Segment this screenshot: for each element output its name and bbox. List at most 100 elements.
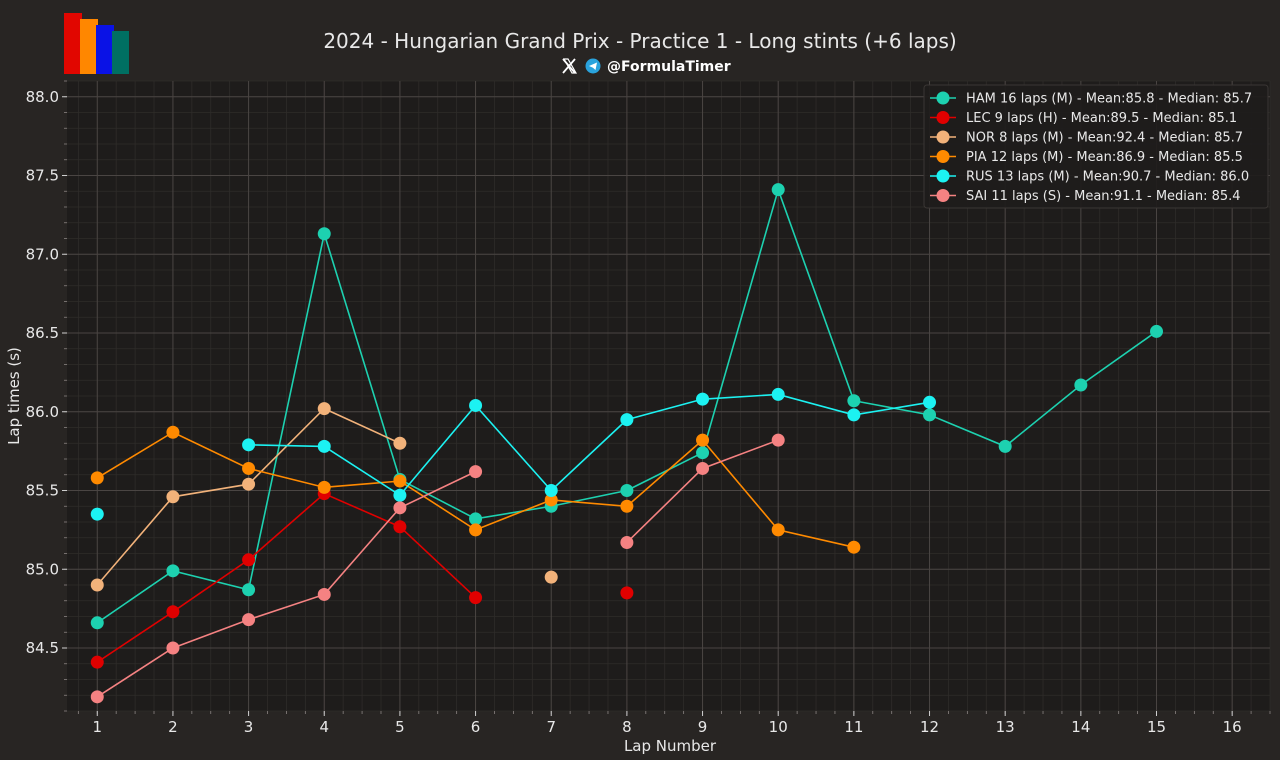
data-point xyxy=(166,605,180,619)
data-point xyxy=(998,439,1012,453)
legend-label: LEC 9 laps (H) - Mean:89.5 - Median: 85.… xyxy=(966,111,1237,126)
data-point xyxy=(393,488,407,502)
data-point xyxy=(242,461,256,475)
x-axis: 1 2 3 4 5 6 7 8 9 10 11 12 13 14 15 16 xyxy=(77,711,1271,736)
x-tick-label: 10 xyxy=(769,718,788,736)
data-point xyxy=(771,523,785,537)
data-point xyxy=(242,477,256,491)
series-pia xyxy=(90,425,861,554)
legend-item: LEC 9 laps (H) - Mean:89.5 - Median: 85.… xyxy=(930,111,1237,126)
data-point xyxy=(923,395,937,409)
x-tick-label: 5 xyxy=(395,718,405,736)
data-point xyxy=(1074,378,1088,392)
data-point xyxy=(317,439,331,453)
data-point xyxy=(469,512,483,526)
legend-item: SAI 11 laps (S) - Mean:91.1 - Median: 85… xyxy=(930,189,1241,204)
data-point xyxy=(242,583,256,597)
legend-label: HAM 16 laps (M) - Mean:85.8 - Median: 85… xyxy=(966,92,1252,107)
data-point xyxy=(469,591,483,605)
legend-label: PIA 12 laps (M) - Mean:86.9 - Median: 85… xyxy=(966,150,1243,165)
data-point xyxy=(620,586,634,600)
logo-bar-blue xyxy=(96,25,114,74)
legend-item: PIA 12 laps (M) - Mean:86.9 - Median: 85… xyxy=(930,150,1243,165)
data-point xyxy=(393,520,407,534)
y-axis: 84.5 85.0 85.5 86.0 86.5 87.0 87.5 88.0 xyxy=(26,80,67,712)
data-point xyxy=(620,535,634,549)
data-point xyxy=(393,501,407,515)
legend-box xyxy=(923,84,1269,209)
data-point xyxy=(317,480,331,494)
x-axis-label: Lap Number xyxy=(624,737,717,755)
data-point xyxy=(620,484,634,497)
x-tick-label: 9 xyxy=(698,718,708,736)
data-point xyxy=(90,578,104,592)
series-line xyxy=(96,470,476,698)
x-tick-label: 12 xyxy=(920,718,939,736)
data-point xyxy=(696,461,710,475)
data-point xyxy=(317,227,331,241)
data-point xyxy=(242,438,256,452)
logo-bar-red xyxy=(64,13,82,74)
legend-marker xyxy=(936,91,950,105)
x-tick-label: 6 xyxy=(471,718,481,736)
logo-bar-teal xyxy=(112,31,129,74)
data-point xyxy=(317,587,331,601)
data-point xyxy=(544,484,558,497)
series-lec xyxy=(90,487,634,669)
series-layer xyxy=(90,183,1164,704)
x-tick-label: 13 xyxy=(996,718,1015,736)
data-point xyxy=(771,433,785,447)
legend: HAM 16 laps (M) - Mean:85.8 - Median: 85… xyxy=(923,84,1269,209)
x-tick-label: 11 xyxy=(844,718,863,736)
data-point xyxy=(1150,324,1164,338)
social-handle: @FormulaTimer xyxy=(607,59,731,75)
series-line xyxy=(96,492,477,663)
legend-marker xyxy=(936,111,950,124)
data-point xyxy=(469,523,483,537)
data-point xyxy=(90,690,104,704)
y-tick-label: 87.0 xyxy=(26,245,59,263)
legend-item: HAM 16 laps (M) - Mean:85.8 - Median: 85… xyxy=(930,91,1252,107)
data-point xyxy=(166,641,180,655)
data-point xyxy=(90,655,104,669)
series-line xyxy=(248,393,930,497)
x-logo-icon xyxy=(562,58,578,74)
data-point xyxy=(847,394,861,408)
data-point xyxy=(696,392,710,406)
chart-title: 2024 - Hungarian Grand Prix - Practice 1… xyxy=(323,29,956,53)
data-point xyxy=(317,402,331,416)
legend-label: NOR 8 laps (M) - Mean:92.4 - Median: 85.… xyxy=(966,131,1243,146)
data-point xyxy=(393,436,407,450)
legend-item: RUS 13 laps (M) - Mean:90.7 - Median: 86… xyxy=(930,169,1249,185)
series-ham xyxy=(90,183,1164,630)
data-point xyxy=(847,540,861,554)
legend-label: RUS 13 laps (M) - Mean:90.7 - Median: 86… xyxy=(966,170,1249,185)
data-point xyxy=(544,493,558,507)
series-nor xyxy=(90,402,558,592)
data-point xyxy=(544,570,558,584)
data-point xyxy=(166,564,180,578)
data-point xyxy=(469,398,483,412)
legend-item: NOR 8 laps (M) - Mean:92.4 - Median: 85.… xyxy=(930,130,1243,146)
data-point xyxy=(771,183,785,197)
y-tick-label: 86.0 xyxy=(26,403,59,421)
y-tick-label: 88.0 xyxy=(26,88,59,106)
data-point xyxy=(242,613,256,627)
x-tick-label: 16 xyxy=(1223,718,1242,736)
series-sai xyxy=(90,433,785,704)
data-point xyxy=(620,499,634,513)
data-point xyxy=(90,471,104,485)
legend-marker xyxy=(936,189,950,202)
legend-label: SAI 11 laps (S) - Mean:91.1 - Median: 85… xyxy=(966,189,1241,204)
legend-marker xyxy=(936,169,950,183)
x-tick-label: 1 xyxy=(92,718,102,736)
data-point xyxy=(90,616,104,630)
legend-marker xyxy=(936,150,950,163)
data-point xyxy=(696,446,710,460)
x-tick-label: 2 xyxy=(168,718,178,736)
y-tick-label: 84.5 xyxy=(26,639,59,657)
telegram-icon xyxy=(585,58,601,74)
y-tick-label: 85.0 xyxy=(26,560,59,578)
data-point xyxy=(393,474,407,488)
